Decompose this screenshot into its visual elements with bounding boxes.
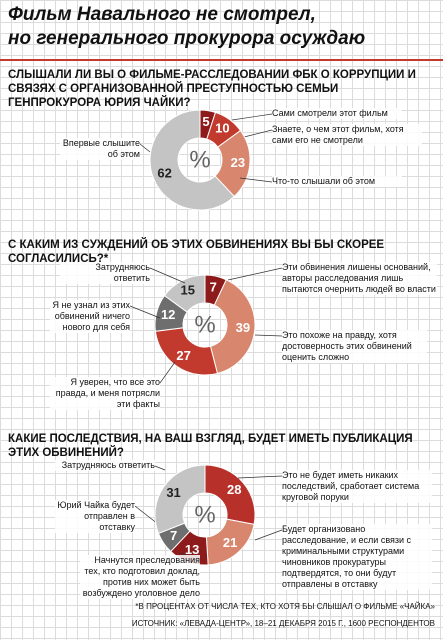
leader-line bbox=[154, 465, 166, 471]
value-label: 21 bbox=[223, 535, 237, 550]
category-label: Юрий Чайка будет отправлен в отставку bbox=[55, 500, 135, 533]
category-label: Сами смотрели этот фильм bbox=[272, 108, 402, 119]
category-label: Затрудняюсь ответить bbox=[55, 460, 155, 471]
value-label: 62 bbox=[157, 165, 171, 180]
value-label: 7 bbox=[170, 528, 177, 543]
leader-line bbox=[149, 267, 186, 284]
donut-slice bbox=[154, 464, 206, 535]
center-label: % bbox=[194, 311, 215, 338]
headline: но генерального прокурора осуждаю bbox=[8, 28, 366, 49]
leader-line bbox=[159, 361, 176, 384]
question: КАКИЕ ПОСЛЕДСТВИЯ, НА ВАШ ВЗГЛЯД, БУДЕТ … bbox=[8, 433, 413, 459]
leader-line bbox=[239, 129, 273, 139]
leader-line bbox=[129, 305, 161, 319]
category-label: Затрудняюсь ответить bbox=[60, 262, 150, 284]
leader-line bbox=[254, 334, 283, 337]
category-label: Впервые слышите об этом bbox=[60, 138, 140, 160]
category-label: Знаете, о чем этот фильм, хотя сами его … bbox=[272, 124, 422, 146]
center-label: % bbox=[189, 146, 210, 173]
leader-line bbox=[254, 529, 283, 541]
value-label: 23 bbox=[231, 155, 245, 170]
category-label: Начнутся преследования тех, кто подготов… bbox=[80, 555, 200, 599]
category-label: Это не будет иметь никаких последствий, … bbox=[282, 470, 432, 503]
source: ИСТОЧНИК: «ЛЕВАДА-ЦЕНТР», 18–21 ДЕКАБРЯ … bbox=[131, 619, 435, 628]
value-label: 7 bbox=[210, 279, 217, 294]
category-label: Эти обвинения лишены оснований, авторы р… bbox=[282, 262, 437, 295]
value-label: 5 bbox=[202, 114, 209, 129]
question: СЛЫШАЛИ ЛИ ВЫ О ФИЛЬМЕ-РАССЛЕДОВАНИИ ФБК… bbox=[8, 69, 416, 109]
value-label: 10 bbox=[215, 121, 229, 136]
leader-line bbox=[239, 177, 273, 183]
leader-line bbox=[227, 267, 283, 281]
donut-slice bbox=[204, 464, 256, 525]
value-label: 31 bbox=[166, 485, 180, 500]
footnote: *В ПРОЦЕНТАХ ОТ ЧИСЛА ТЕХ, КТО ХОТЯ БЫ С… bbox=[135, 602, 435, 611]
leader-line bbox=[231, 113, 273, 121]
category-label: Я уверен, что все это правда, и меня пот… bbox=[50, 377, 160, 410]
value-label: 15 bbox=[181, 283, 195, 298]
value-label: 39 bbox=[236, 320, 250, 335]
category-label: Будет организовано расследование, и если… bbox=[282, 524, 432, 590]
category-label: Что-то слышали об этом bbox=[272, 176, 402, 187]
center-label: % bbox=[194, 501, 215, 528]
leader-line bbox=[139, 143, 151, 153]
donut-slice bbox=[154, 327, 219, 376]
donut-slice bbox=[163, 274, 206, 313]
headline: Фильм Навального не смотрел, bbox=[8, 4, 316, 25]
donut-slice bbox=[209, 279, 256, 375]
leader-line bbox=[237, 475, 283, 479]
value-label: 13 bbox=[185, 542, 199, 557]
value-label: 27 bbox=[176, 348, 190, 363]
donut-slice bbox=[149, 109, 235, 211]
category-label: Я не узнал из этих обвинений ничего ново… bbox=[50, 300, 130, 333]
value-label: 12 bbox=[161, 307, 175, 322]
category-label: Это похоже на правду, хотя достоверность… bbox=[282, 330, 427, 363]
value-label: 28 bbox=[227, 482, 241, 497]
